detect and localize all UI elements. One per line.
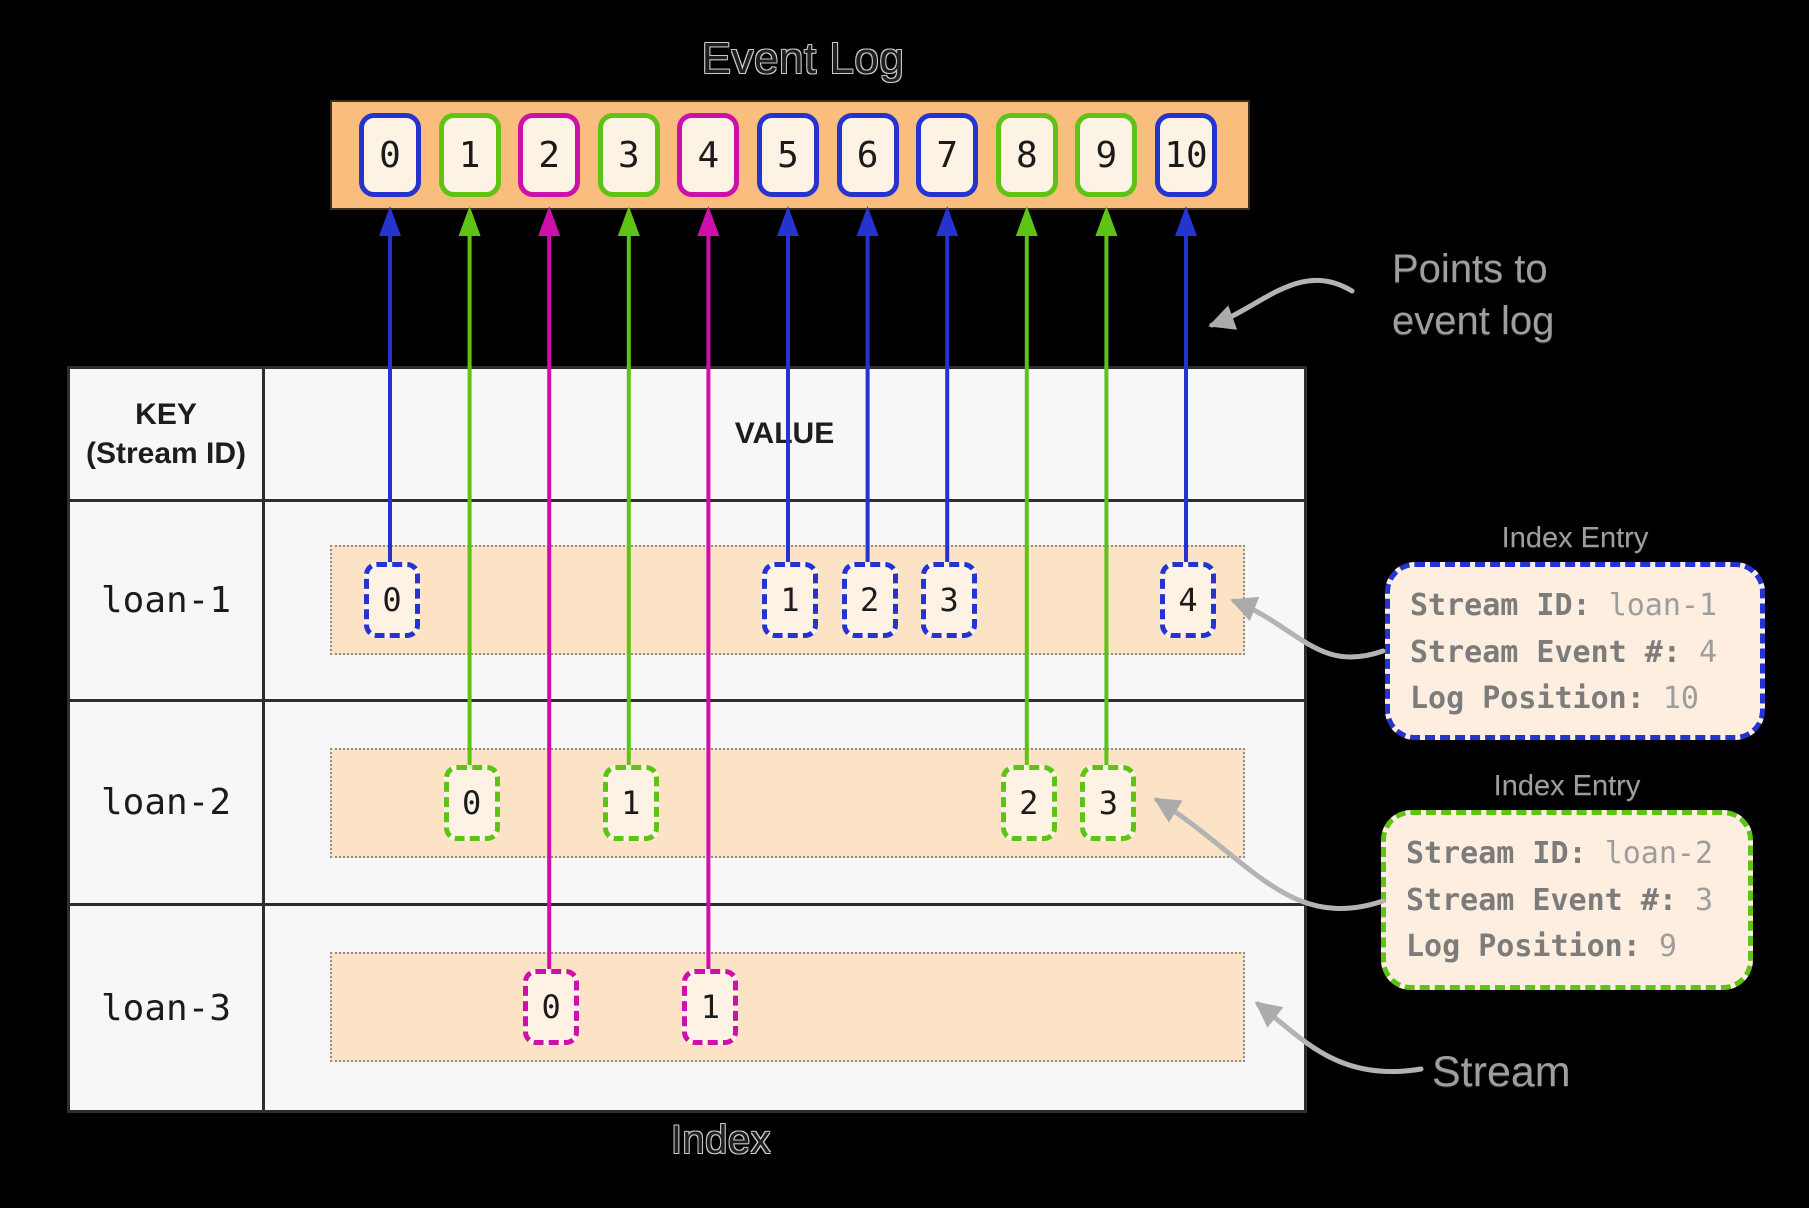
index-entry-title-2: Index Entry xyxy=(1493,770,1641,802)
index-box-loan-1-2: 2 xyxy=(841,562,898,638)
table-row-divider xyxy=(70,499,1304,502)
pointer-arrowhead-loan-3-0 xyxy=(538,206,561,236)
points-to-line2: event log xyxy=(1392,299,1555,343)
callout-field: Log Position: 10 xyxy=(1410,676,1740,723)
event-log-cell-1: 1 xyxy=(438,113,501,197)
key-header-line1: KEY xyxy=(135,398,197,431)
pointer-arrowhead-loan-2-2 xyxy=(1015,206,1038,236)
pointer-arrowhead-loan-3-1 xyxy=(697,206,720,236)
event-log-cell-9: 9 xyxy=(1075,113,1138,197)
index-box-loan-2-1: 1 xyxy=(602,765,659,841)
index-box-loan-1-1: 1 xyxy=(762,562,818,638)
pointer-arrowhead-loan-1-1 xyxy=(777,206,799,236)
event-log-bar: 0 1 2 3 4 5 6 7 8 9 10 xyxy=(330,100,1250,210)
event-log-cell-8: 8 xyxy=(995,113,1058,197)
field-value: loan-2 xyxy=(1604,836,1714,871)
callout-field: Stream Event #: 4 xyxy=(1410,630,1740,677)
field-label: Stream Event #: xyxy=(1410,634,1681,670)
index-box-loan-1-3: 3 xyxy=(921,562,978,638)
stream-label: Stream xyxy=(1432,1048,1571,1096)
event-log-cell-4: 4 xyxy=(677,113,740,197)
event-log-cell-5: 5 xyxy=(757,113,819,197)
table-column-divider xyxy=(262,369,265,1110)
index-box-loan-3-0: 0 xyxy=(523,969,580,1045)
event-log-cell-0: 0 xyxy=(359,113,421,197)
row-key-loan-3: loan-3 xyxy=(100,987,232,1029)
index-box-loan-1-4: 4 xyxy=(1160,562,1216,638)
event-log-title: Event Log xyxy=(701,34,905,83)
pointer-arrowhead-loan-2-0 xyxy=(458,206,481,236)
event-log-cell-6: 6 xyxy=(836,113,899,197)
index-entry-title-1: Index Entry xyxy=(1501,522,1649,554)
callout-field: Log Position: 9 xyxy=(1406,924,1728,971)
field-value: 4 xyxy=(1699,634,1718,670)
pointer-arrowhead-loan-1-4 xyxy=(1175,206,1197,236)
key-header-line2: (Stream ID) xyxy=(85,437,247,470)
index-box-loan-2-3: 3 xyxy=(1080,765,1137,841)
callout-field: Stream ID: loan-2 xyxy=(1406,831,1728,878)
value-column-header: VALUE xyxy=(734,417,835,450)
index-box-loan-2-2: 2 xyxy=(1000,765,1057,841)
event-log-cell-10: 10 xyxy=(1155,113,1217,197)
field-label: Log Position: xyxy=(1410,681,1645,716)
index-entry-callout-loan-1: Stream ID: loan-1 Stream Event #: 4 Log … xyxy=(1385,562,1765,740)
field-label: Stream ID: xyxy=(1410,588,1591,623)
pointer-arrowhead-loan-1-0 xyxy=(379,206,401,236)
row-key-loan-2: loan-2 xyxy=(100,782,232,823)
index-box-loan-1-0: 0 xyxy=(364,562,420,638)
callout-field: Stream ID: loan-1 xyxy=(1410,583,1740,630)
event-log-cell-2: 2 xyxy=(518,113,581,197)
field-label: Log Position: xyxy=(1406,929,1641,964)
table-row-divider xyxy=(70,699,1304,702)
field-value: loan-1 xyxy=(1608,588,1718,623)
index-entry-callout-loan-2: Stream ID: loan-2 Stream Event #: 3 Log … xyxy=(1381,810,1753,990)
index-box-loan-3-1: 1 xyxy=(682,969,739,1045)
row-key-loan-1: loan-1 xyxy=(100,580,232,621)
index-table: KEY (Stream ID) VALUE loan-1 loan-2 loan… xyxy=(67,366,1307,1113)
points-to-event-log-arrow xyxy=(1208,277,1355,330)
pointer-arrowhead-loan-2-3 xyxy=(1095,206,1118,236)
event-log-cell-7: 7 xyxy=(916,113,979,197)
pointer-arrowhead-loan-1-3 xyxy=(936,206,959,236)
field-value: 10 xyxy=(1662,681,1699,716)
index-caption: Index xyxy=(670,1118,772,1162)
callout-field: Stream Event #: 3 xyxy=(1406,878,1728,925)
event-log-cell-3: 3 xyxy=(597,113,660,197)
points-to-event-log-label: Points to event log xyxy=(1392,243,1554,347)
pointer-arrowhead-loan-2-1 xyxy=(617,206,640,236)
table-row-divider xyxy=(70,903,1304,906)
field-value: 9 xyxy=(1658,929,1677,964)
field-label: Stream Event #: xyxy=(1406,882,1677,918)
field-value: 3 xyxy=(1695,882,1714,918)
pointer-arrowhead-loan-1-2 xyxy=(856,206,879,236)
key-column-header: KEY (Stream ID) xyxy=(70,369,262,499)
points-to-line1: Points to xyxy=(1392,247,1548,291)
index-box-loan-2-0: 0 xyxy=(443,765,500,841)
field-label: Stream ID: xyxy=(1406,836,1587,871)
